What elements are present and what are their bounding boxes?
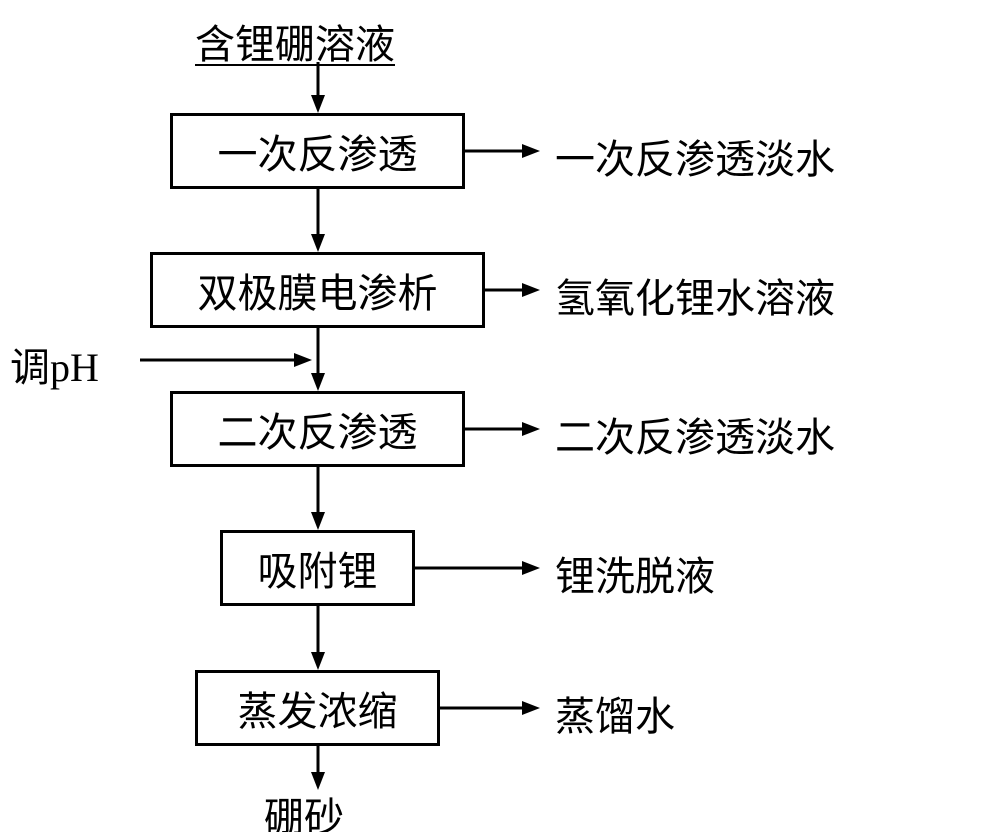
process-box-1: 一次反渗透 [170, 113, 465, 189]
process-box-3-text: 二次反渗透 [218, 400, 418, 458]
side-output-1: 一次反渗透淡水 [555, 127, 955, 177]
process-box-1-text: 一次反渗透 [218, 122, 418, 180]
side-output-2: 氢氧化锂水溶液 [555, 266, 955, 316]
process-box-2: 双极膜电渗析 [150, 252, 485, 328]
side-output-5: 蒸馏水 [555, 684, 755, 734]
process-box-5-text: 蒸发浓缩 [238, 679, 398, 737]
process-box-4-text: 吸附锂 [258, 539, 378, 597]
side-output-4: 锂洗脱液 [555, 544, 815, 594]
side-output-3: 二次反渗透淡水 [555, 405, 955, 455]
process-box-2-text: 双极膜电渗析 [198, 261, 438, 319]
output-label: 硼砂 [264, 785, 372, 831]
side-input-ph: 调pH [10, 335, 140, 385]
process-box-3: 二次反渗透 [170, 391, 465, 467]
input-label: 含锂硼溶液 [195, 12, 475, 62]
process-box-4: 吸附锂 [220, 530, 415, 606]
process-box-5: 蒸发浓缩 [195, 670, 440, 746]
